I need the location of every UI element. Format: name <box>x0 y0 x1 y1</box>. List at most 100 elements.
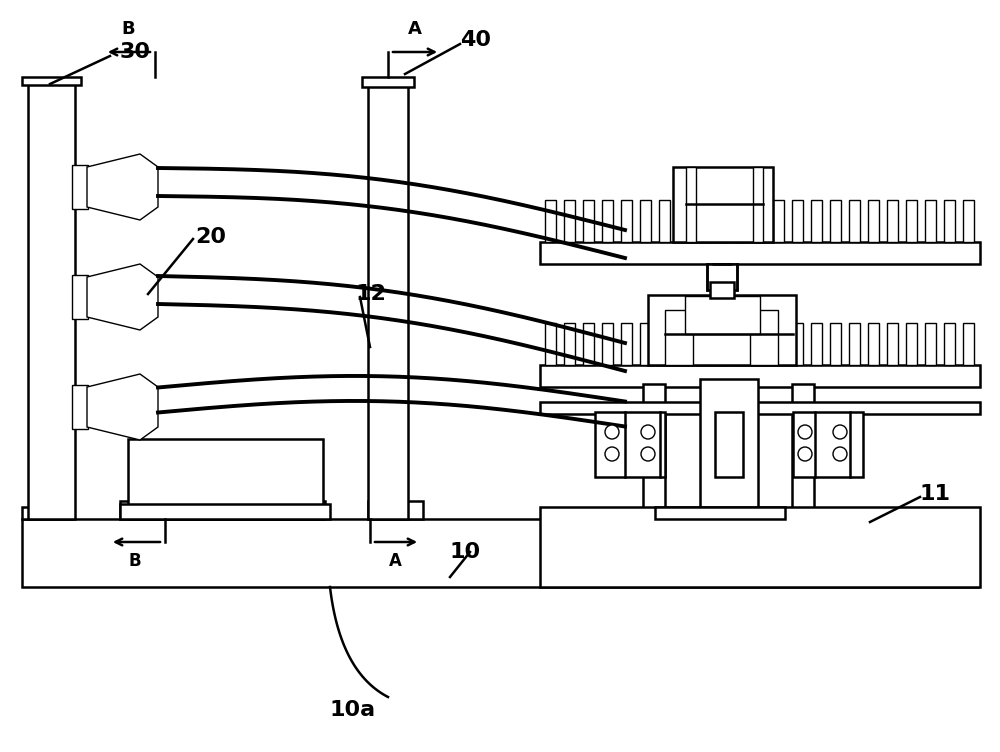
Bar <box>659 323 670 365</box>
Bar <box>697 323 708 365</box>
Bar <box>792 384 814 509</box>
Bar <box>685 296 760 334</box>
Bar <box>22 77 81 85</box>
Text: A: A <box>408 20 422 38</box>
Bar <box>849 323 860 365</box>
Circle shape <box>641 425 655 439</box>
Bar <box>540 402 980 414</box>
Bar <box>621 323 632 365</box>
Circle shape <box>605 447 619 461</box>
Bar <box>887 200 898 242</box>
Circle shape <box>798 447 812 461</box>
Bar <box>830 323 841 365</box>
Bar <box>583 323 594 365</box>
Polygon shape <box>87 264 158 330</box>
Bar <box>621 200 632 242</box>
Text: B: B <box>129 552 141 570</box>
Text: 30: 30 <box>120 42 151 62</box>
Text: B: B <box>121 20 135 38</box>
Bar <box>368 82 408 519</box>
Bar <box>545 323 556 365</box>
Bar <box>750 310 778 365</box>
Bar <box>583 200 594 242</box>
Bar <box>773 323 784 365</box>
Bar <box>128 439 323 519</box>
Bar <box>602 323 613 365</box>
Bar <box>754 200 765 242</box>
Polygon shape <box>87 154 158 220</box>
Bar <box>120 504 330 519</box>
Bar <box>120 501 325 519</box>
Bar <box>602 200 613 242</box>
Bar <box>868 200 879 242</box>
Bar <box>753 167 763 242</box>
Bar <box>540 365 980 387</box>
Bar <box>697 200 708 242</box>
Bar <box>716 200 727 242</box>
Bar <box>944 200 955 242</box>
Bar <box>686 167 696 242</box>
Bar <box>963 323 974 365</box>
Bar <box>368 501 423 519</box>
Bar <box>540 242 980 264</box>
Text: A: A <box>389 552 401 570</box>
Circle shape <box>798 425 812 439</box>
Bar <box>754 323 765 365</box>
Bar <box>793 412 863 477</box>
Bar <box>849 200 860 242</box>
Bar <box>640 200 651 242</box>
Bar <box>700 379 758 509</box>
Bar <box>707 264 737 290</box>
Bar <box>811 323 822 365</box>
Bar <box>564 200 575 242</box>
Bar <box>963 200 974 242</box>
Bar <box>830 200 841 242</box>
Bar <box>28 82 75 519</box>
Bar <box>773 200 784 242</box>
Bar <box>925 200 936 242</box>
Bar <box>648 295 796 365</box>
Text: 10: 10 <box>450 542 481 562</box>
Bar <box>595 412 665 477</box>
Circle shape <box>833 425 847 439</box>
Text: 11: 11 <box>920 484 951 504</box>
Circle shape <box>641 447 655 461</box>
Bar <box>944 323 955 365</box>
Text: 10a: 10a <box>330 700 376 720</box>
Bar <box>72 275 88 319</box>
Bar <box>792 200 803 242</box>
Bar <box>735 323 746 365</box>
Bar <box>665 310 693 365</box>
Bar <box>540 507 980 587</box>
Bar <box>678 200 689 242</box>
Bar <box>643 384 665 509</box>
Circle shape <box>605 425 619 439</box>
Bar <box>715 412 743 477</box>
Bar <box>673 167 773 242</box>
Bar <box>564 323 575 365</box>
Bar <box>362 77 414 87</box>
Bar <box>906 200 917 242</box>
Bar <box>678 323 689 365</box>
Bar <box>792 323 803 365</box>
Bar <box>72 385 88 429</box>
Circle shape <box>833 447 847 461</box>
Bar <box>716 323 727 365</box>
Text: 12: 12 <box>355 284 386 304</box>
Bar <box>545 200 556 242</box>
Bar <box>868 323 879 365</box>
Bar <box>22 507 72 519</box>
Bar <box>811 200 822 242</box>
Bar <box>640 323 651 365</box>
Text: 40: 40 <box>460 30 491 50</box>
Bar <box>906 323 917 365</box>
Bar <box>887 323 898 365</box>
Bar <box>659 200 670 242</box>
Bar <box>710 282 734 298</box>
Bar <box>22 519 978 587</box>
Bar <box>735 200 746 242</box>
Bar <box>925 323 936 365</box>
Text: 20: 20 <box>195 227 226 247</box>
Bar <box>655 507 785 519</box>
Polygon shape <box>87 374 158 440</box>
